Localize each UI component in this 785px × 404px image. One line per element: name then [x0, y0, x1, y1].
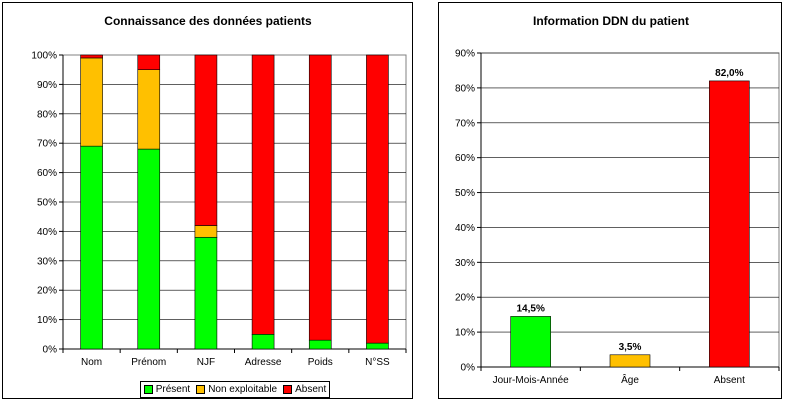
- y-tick-label: 20%: [37, 286, 57, 297]
- legend-label-non-exploitable: Non exploitable: [208, 384, 278, 395]
- y-tick-label: 100%: [31, 51, 57, 62]
- x-tick-label: Âge: [621, 373, 639, 386]
- bar-segment-present: [194, 236, 218, 350]
- bar-chart: Information DDN du patient 0% 10% 20% 30% 40%…: [455, 14, 780, 386]
- y-tick-label: 50%: [455, 188, 475, 199]
- bar-segment-absent: [194, 54, 218, 226]
- bar-segment-absent: [80, 54, 103, 59]
- legend-swatch-present: [143, 385, 153, 394]
- bar-segment-absent: [137, 54, 161, 70]
- bar-segment-non-exploitable: [80, 57, 103, 147]
- chart-title: Information DDN du patient: [533, 14, 689, 28]
- y-tick-label: 30%: [455, 258, 475, 269]
- y-tick-label: 20%: [455, 293, 475, 304]
- bar-segment-non-exploitable: [194, 225, 218, 238]
- data-label: 14,5%: [516, 303, 544, 314]
- x-tick-label: NJF: [197, 357, 215, 368]
- y-tick-label: 60%: [455, 153, 475, 164]
- y-tick-label: 40%: [455, 223, 475, 234]
- bar-segment-non-exploitable: [137, 69, 161, 150]
- bar-segment-absent: [308, 54, 332, 341]
- legend-label-absent: Absent: [295, 384, 327, 395]
- y-tick-label: 80%: [37, 109, 57, 120]
- y-tick-label: 30%: [37, 256, 57, 267]
- legend: Présent Non exploitable Absent: [140, 381, 330, 398]
- legend-swatch-absent: [283, 385, 293, 394]
- bar-segment-present: [366, 342, 389, 350]
- y-tick-label: 50%: [37, 198, 57, 209]
- legend-item-non-exploitable: Non exploitable: [196, 384, 277, 395]
- stacked-bar-chart: Connaissance des données patients 0% 10% 20…: [31, 14, 407, 368]
- y-tick-label: 40%: [37, 227, 57, 238]
- bar-segment-present: [308, 339, 332, 350]
- legend-item-present: Présent: [143, 384, 191, 395]
- chart-panel-left: Connaissance des données patients 0% 10% 20…: [2, 2, 413, 399]
- y-tick-label: 10%: [37, 315, 57, 326]
- bar-segment-absent: [251, 54, 275, 335]
- y-tick-label: 70%: [455, 118, 475, 129]
- data-label: 3,5%: [619, 342, 642, 353]
- x-tick-label: Nom: [81, 357, 102, 368]
- legend-item-absent: Absent: [283, 384, 326, 395]
- x-tick-label: Adresse: [245, 357, 282, 368]
- y-tick-label: 60%: [37, 168, 57, 179]
- y-tick-label: 90%: [37, 80, 57, 91]
- chart-title: Connaissance des données patients: [104, 14, 312, 28]
- x-tick-label: Absent: [714, 375, 745, 386]
- y-tick-label: 10%: [455, 328, 475, 339]
- chart-panel-right: Information DDN du patient 0% 10% 20% 30% 40%…: [438, 2, 782, 399]
- x-tick-label: Poids: [308, 357, 333, 368]
- bar-segment-present: [251, 333, 275, 350]
- bar-segment-absent: [366, 54, 389, 344]
- y-tick-label: 70%: [37, 139, 57, 150]
- bar-segment-present: [80, 145, 103, 350]
- y-tick-label: 80%: [455, 83, 475, 94]
- x-tick-label: N°SS: [365, 357, 390, 368]
- bar-segment-present: [137, 148, 161, 350]
- data-label: 82,0%: [715, 68, 743, 79]
- legend-swatch-non-exploitable: [196, 385, 206, 394]
- bar: [510, 316, 551, 368]
- y-tick-label: 0%: [461, 363, 476, 374]
- y-tick-label: 90%: [455, 49, 475, 60]
- legend-label-present: Présent: [155, 384, 191, 395]
- bar: [709, 80, 750, 368]
- y-tick-label: 0%: [43, 345, 58, 356]
- bar: [609, 354, 651, 368]
- x-tick-label: Prénom: [131, 357, 166, 368]
- x-tick-label: Jour-Mois-Année: [493, 375, 570, 386]
